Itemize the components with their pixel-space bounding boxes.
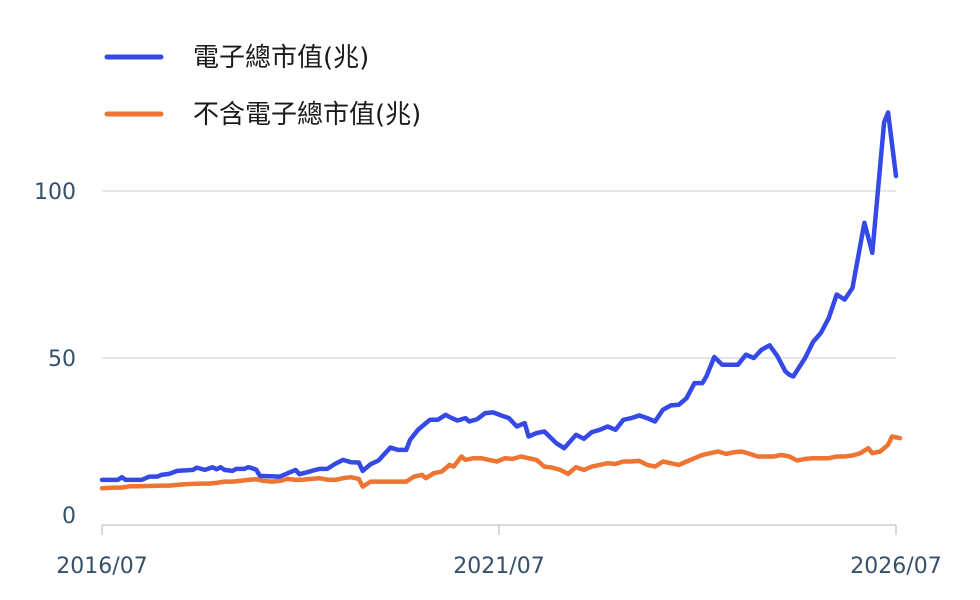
x-tick-label-0: 2016/07: [56, 554, 147, 579]
legend: 電子總市值(兆) 不含電子總市值(兆): [104, 43, 421, 130]
series-line-electronics: [99, 110, 899, 483]
legend-label-electronics: 電子總市值(兆): [193, 43, 369, 73]
x-axis-ticks: 2016/07 2021/07 2026/07: [56, 525, 942, 579]
gridlines: [102, 190, 896, 359]
y-tick-label-100: 100: [34, 180, 76, 205]
series-line-non-electronics: [99, 434, 903, 491]
y-tick-label-50: 50: [48, 347, 76, 372]
y-axis-ticks: 0 50 100: [34, 180, 76, 529]
x-tick-label-1: 2021/07: [453, 554, 544, 579]
x-tick-label-2: 2026/07: [850, 554, 941, 579]
series-lines: [99, 110, 903, 491]
y-tick-label-0: 0: [62, 504, 76, 529]
legend-label-non-electronics: 不含電子總市值(兆): [193, 100, 421, 130]
